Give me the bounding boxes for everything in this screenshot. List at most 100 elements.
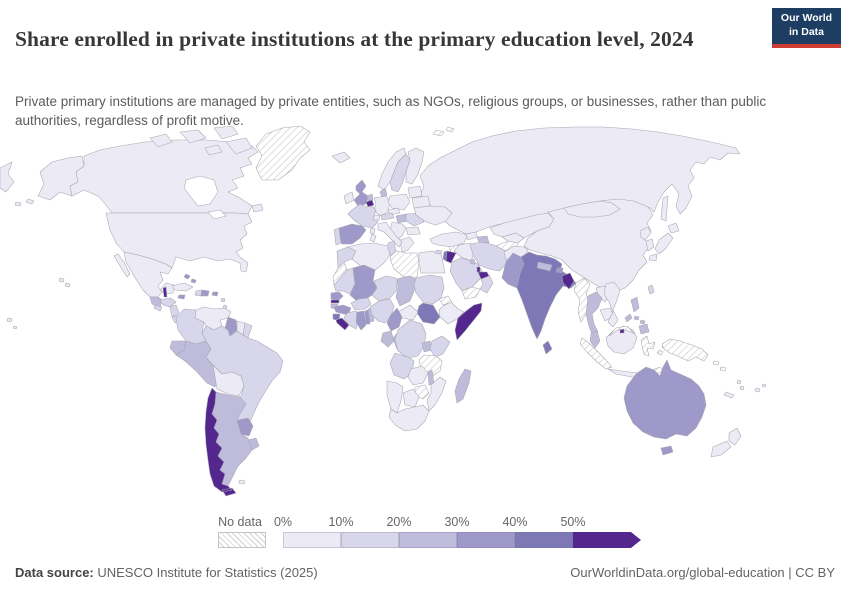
country-kuwait[interactable] — [469, 258, 476, 265]
country-arctic-islands[interactable] — [149, 125, 253, 156]
country-north-korea[interactable] — [639, 226, 652, 241]
country-niger[interactable] — [371, 275, 398, 302]
country-mozambique[interactable] — [426, 376, 447, 412]
country-bolivia[interactable] — [212, 364, 245, 397]
country-south-sudan[interactable] — [416, 302, 441, 325]
country-oman[interactable] — [479, 274, 494, 294]
legend-bin-40-50[interactable] — [515, 532, 573, 548]
country-mongolia[interactable] — [563, 200, 621, 218]
country-saudi-arabia[interactable] — [449, 257, 483, 292]
country-china[interactable] — [523, 198, 654, 293]
country-malaysia-east[interactable] — [608, 325, 636, 337]
country-botswana[interactable] — [402, 388, 420, 408]
country-sakhalin[interactable] — [660, 195, 669, 222]
country-hawaii[interactable] — [58, 277, 71, 288]
legend-bin-0-10[interactable] — [283, 532, 341, 548]
country-bhutan[interactable] — [555, 267, 564, 274]
country-dominican-republic[interactable] — [200, 289, 210, 297]
country-netherlands[interactable] — [366, 193, 374, 202]
country-solomon[interactable] — [712, 360, 727, 372]
country-new-guinea[interactable] — [661, 338, 709, 362]
country-senegal[interactable] — [330, 291, 344, 302]
country-uk[interactable] — [353, 179, 369, 207]
country-togo[interactable] — [364, 309, 371, 325]
country-kenya[interactable] — [429, 335, 451, 358]
country-aleutians[interactable] — [14, 198, 35, 207]
country-gambia[interactable] — [330, 299, 340, 304]
country-svalbard[interactable] — [432, 126, 455, 137]
country-south-africa[interactable] — [388, 404, 430, 432]
country-mexico[interactable] — [113, 251, 173, 298]
country-jordan[interactable] — [445, 250, 457, 264]
country-bangladesh[interactable] — [561, 272, 575, 290]
country-liberia[interactable] — [335, 317, 350, 331]
country-belgium[interactable] — [365, 199, 375, 208]
country-south-korea[interactable] — [645, 238, 655, 252]
country-angola[interactable] — [389, 352, 415, 380]
country-cyprus[interactable] — [434, 249, 443, 255]
country-poland[interactable] — [387, 193, 411, 211]
country-germany[interactable] — [373, 195, 391, 217]
country-australia[interactable] — [623, 359, 707, 440]
country-wrap-west[interactable] — [0, 161, 15, 193]
country-vanuatu[interactable] — [736, 379, 745, 391]
country-egypt[interactable] — [418, 250, 446, 274]
country-drc[interactable] — [394, 319, 427, 359]
country-sumatra[interactable] — [579, 337, 613, 370]
country-new-caledonia[interactable] — [723, 391, 735, 399]
country-newfoundland[interactable] — [251, 203, 264, 213]
country-thailand[interactable] — [585, 291, 603, 338]
country-yemen[interactable] — [461, 286, 481, 300]
country-pacific-specks[interactable] — [6, 317, 18, 330]
country-cameroon[interactable] — [386, 307, 403, 332]
country-uae[interactable] — [477, 271, 490, 280]
legend-color-bar[interactable] — [283, 532, 641, 548]
country-falklands[interactable] — [238, 479, 246, 485]
country-nicaragua[interactable] — [169, 304, 180, 318]
owid-logo[interactable]: Our World in Data — [772, 8, 841, 48]
country-honduras[interactable] — [159, 297, 177, 308]
country-greenland[interactable] — [255, 125, 311, 181]
country-malaysia[interactable] — [589, 330, 601, 349]
country-ivory-coast[interactable] — [343, 310, 359, 330]
country-guatemala[interactable] — [149, 296, 163, 308]
country-tasmania[interactable] — [660, 445, 674, 456]
country-nepal[interactable] — [536, 261, 553, 272]
country-canada[interactable] — [69, 139, 259, 215]
country-ukraine[interactable] — [413, 205, 453, 226]
country-finland[interactable] — [405, 147, 425, 185]
country-spain[interactable] — [338, 223, 367, 245]
country-burkina-faso[interactable] — [350, 297, 372, 311]
country-uzbekistan[interactable] — [501, 232, 525, 244]
country-chile[interactable] — [204, 387, 237, 497]
country-philippines[interactable] — [624, 296, 650, 335]
legend-bin-50-plus[interactable] — [573, 532, 641, 548]
country-belize[interactable] — [162, 286, 168, 298]
country-peru[interactable] — [175, 340, 221, 388]
country-sulawesi[interactable] — [640, 335, 656, 357]
country-qatar[interactable] — [476, 266, 481, 273]
country-ethiopia[interactable] — [438, 301, 465, 325]
country-eritrea[interactable] — [438, 295, 453, 306]
country-azerbaijan[interactable] — [476, 235, 490, 244]
country-somalia[interactable] — [454, 302, 483, 341]
country-gabon[interactable] — [380, 330, 395, 348]
legend-bin-20-30[interactable] — [399, 532, 457, 548]
country-bulgaria[interactable] — [405, 226, 421, 236]
country-turkey[interactable] — [429, 231, 469, 248]
legend-bin-30-40[interactable] — [457, 532, 515, 548]
country-taiwan[interactable] — [647, 284, 655, 295]
country-el-salvador[interactable] — [153, 304, 163, 312]
country-puerto-rico[interactable] — [211, 291, 219, 297]
country-lesser-antilles[interactable] — [220, 297, 228, 310]
country-baltics[interactable] — [407, 185, 423, 199]
footer-link[interactable]: OurWorldinData.org/global-education | CC… — [570, 565, 835, 580]
country-ireland[interactable] — [343, 191, 355, 205]
country-madagascar[interactable] — [454, 368, 472, 404]
country-new-zealand[interactable] — [710, 427, 742, 458]
country-austria[interactable] — [380, 212, 395, 221]
country-libya[interactable] — [389, 250, 420, 278]
country-bahamas[interactable] — [183, 273, 197, 284]
country-venezuela[interactable] — [194, 306, 232, 331]
country-denmark[interactable] — [379, 187, 388, 198]
